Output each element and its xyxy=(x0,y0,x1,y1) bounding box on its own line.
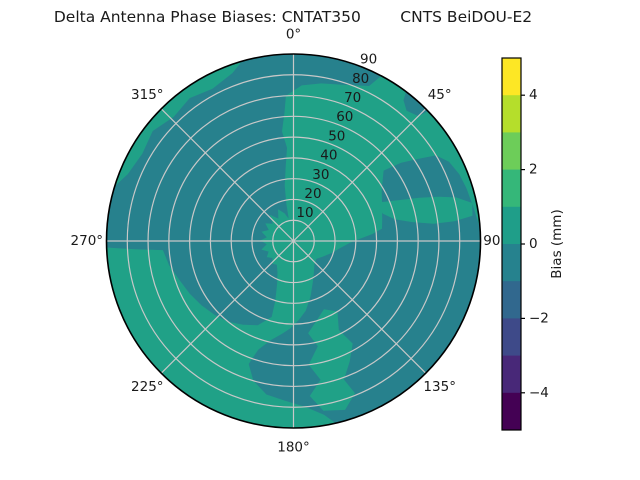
positive-bias-patch xyxy=(280,245,297,281)
angle-tick-label: 270° xyxy=(71,233,104,249)
radial-tick-label: 10 xyxy=(296,205,313,221)
angle-tick-label: 135° xyxy=(423,379,456,395)
angle-tick-label: 225° xyxy=(131,379,164,395)
colorbar-segment xyxy=(502,58,521,96)
radial-tick-label: 80 xyxy=(352,71,369,87)
chart-title: Delta Antenna Phase Biases: CNTAT350 CNT… xyxy=(53,8,533,26)
colorbar-axis-label: Bias (mm) xyxy=(549,209,565,278)
polar-grid xyxy=(106,54,481,428)
radial-tick-label: 50 xyxy=(328,128,345,144)
colorbar-tick-label: 4 xyxy=(529,87,538,103)
angle-tick-label: 0° xyxy=(286,26,301,42)
colorbar-segment xyxy=(502,95,521,133)
radial-tick-label: 40 xyxy=(320,148,337,164)
angle-tick-label: 315° xyxy=(131,87,164,103)
angle-tick-label: 90 xyxy=(483,233,500,249)
colorbar-segment xyxy=(502,169,521,208)
colorbar-segment xyxy=(502,206,521,245)
colorbar-segment xyxy=(502,132,521,170)
radial-tick-label: 70 xyxy=(344,90,361,106)
angle-tick-label: 180° xyxy=(277,440,310,456)
grid-spoke xyxy=(293,108,427,242)
colorbar-tick-label: 2 xyxy=(529,162,538,178)
negative-bias-region xyxy=(106,54,382,326)
radial-tick-label: 90 xyxy=(360,52,377,68)
grid-spoke xyxy=(160,240,294,374)
colorbar-segment xyxy=(502,281,521,319)
colorbar-segment xyxy=(502,392,521,431)
colorbar-segment xyxy=(502,355,521,394)
negative-bias-region xyxy=(403,91,428,117)
grid-spoke xyxy=(293,240,427,374)
colorbar-segment xyxy=(502,244,521,282)
grid-spoke xyxy=(160,108,294,242)
plot-boundary-circle xyxy=(105,53,482,429)
radial-tick-label: 20 xyxy=(304,186,321,202)
angle-tick-labels: 0° 45° 90 135° 180° 225° 270° 315° xyxy=(71,26,501,455)
colorbar-tick-label: −4 xyxy=(529,385,549,401)
colorbar-segment xyxy=(502,318,521,356)
radial-tick-label: 30 xyxy=(312,167,329,183)
radial-tick-labels: 10 20 30 40 50 60 70 80 90 xyxy=(296,52,377,222)
colorbar: 4 2 0 −2 −4 xyxy=(501,57,549,431)
radial-tick-label: 60 xyxy=(336,109,353,125)
angle-tick-label: 45° xyxy=(428,87,452,103)
positive-bias-patch xyxy=(378,196,473,224)
colorbar-tick-label: −2 xyxy=(529,310,549,326)
colorbar-tick-label: 0 xyxy=(529,236,538,252)
